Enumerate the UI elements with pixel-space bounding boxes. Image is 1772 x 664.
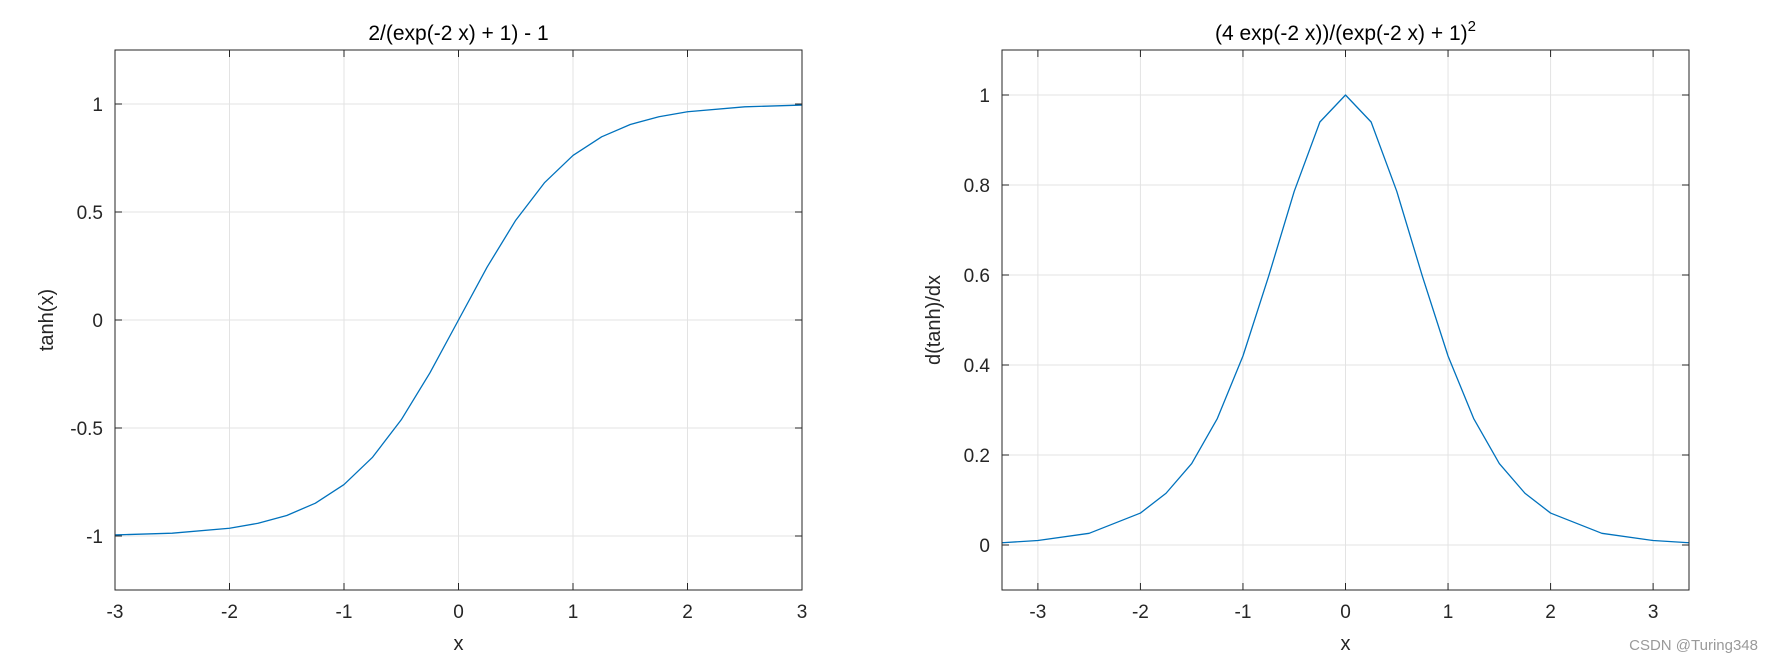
x-tick-label: 0 <box>1340 602 1351 623</box>
x-tick-label: -1 <box>1235 602 1252 623</box>
x-tick-label: -1 <box>336 602 353 623</box>
x-tick-label: 1 <box>1443 602 1454 623</box>
y-tick-label: -1 <box>86 527 103 548</box>
y-tick-label: 0.8 <box>964 176 990 197</box>
x-tick-label: 2 <box>1545 602 1556 623</box>
y-tick-label: -0.5 <box>70 419 103 440</box>
x-tick-label: 0 <box>453 602 464 623</box>
x-tick-label: 3 <box>1648 602 1659 623</box>
x-axis-label: x <box>454 633 464 655</box>
data-line <box>1001 94 1690 544</box>
x-axis-label: x <box>1341 633 1351 655</box>
chart-title-superscript: 2 <box>1468 18 1476 35</box>
tanh-plot-panel: -3 -2 -1 0 1 2 3 -1 -0.5 0 0.5 1 x tanh(x) 2/(exp(-2 x… <box>36 22 807 655</box>
y-tick-label: 0.2 <box>964 446 990 467</box>
x-tick-label: -3 <box>1029 602 1046 623</box>
x-tick-label: -2 <box>221 602 238 623</box>
x-tick-label: -2 <box>1132 602 1149 623</box>
y-axis-label: d(tanh)/dx <box>923 275 945 365</box>
x-tick-label: 3 <box>797 602 808 623</box>
y-tick-label: 0.5 <box>77 203 103 224</box>
chart-title: (4 exp(-2 x))/(exp(-2 x) + 1)2 <box>1215 18 1476 45</box>
tanh-derivative-plot-panel: -3 -2 -1 0 1 2 3 0 0.2 0.4 0.6 0.8 1 x d(tanh)/dx (4 ex… <box>923 18 1690 655</box>
data-line <box>114 104 803 536</box>
watermark: CSDN @Turing348 <box>1629 637 1758 654</box>
x-tick-label: 2 <box>682 602 693 623</box>
y-tick-label: 1 <box>979 86 990 107</box>
y-tick-label: 1 <box>92 95 103 116</box>
y-tick-label: 0 <box>92 311 103 332</box>
x-tick-label: -3 <box>107 602 124 623</box>
y-tick-label: 0.4 <box>964 356 991 377</box>
x-tick-label: 1 <box>568 602 579 623</box>
y-tick-label: 0.6 <box>964 266 990 287</box>
y-tick-label: 0 <box>979 536 990 557</box>
chart-title: 2/(exp(-2 x) + 1) - 1 <box>368 22 548 45</box>
y-axis-label: tanh(x) <box>36 289 58 351</box>
